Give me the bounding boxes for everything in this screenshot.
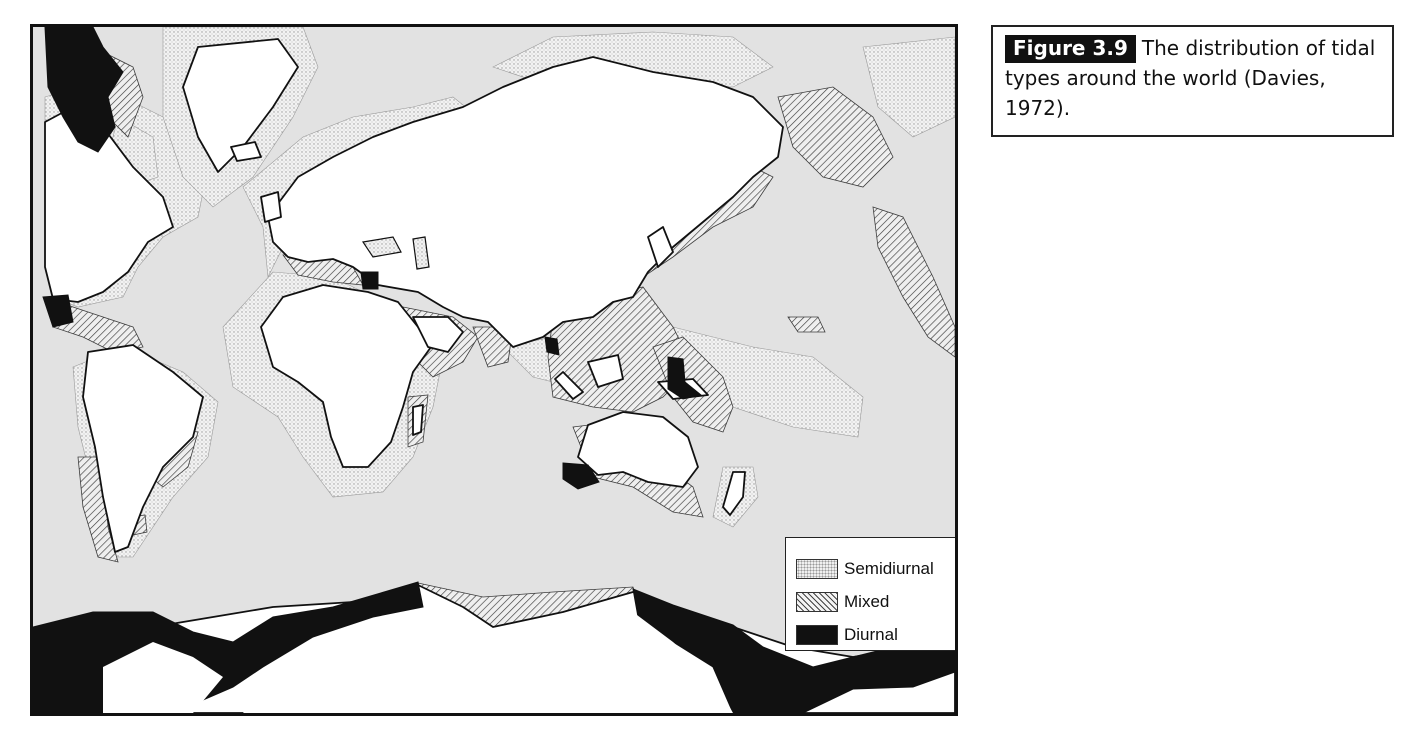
land-south-america — [82, 344, 204, 553]
inland-seas — [361, 236, 430, 270]
land-australia — [577, 411, 699, 488]
legend-swatch-mixed — [796, 591, 838, 612]
figure-caption: Figure 3.9 The distribution of tidal type… — [991, 25, 1394, 137]
black-sea — [361, 236, 402, 258]
land-british-isles — [260, 191, 282, 223]
legend-item-mixed: Mixed — [796, 585, 955, 618]
diurnal-sw-australia — [562, 462, 600, 490]
figure-label: Figure 3.9 — [1005, 35, 1136, 63]
legend-item-semidiurnal: Semidiurnal — [796, 552, 955, 585]
diurnal-antarctica-east — [632, 588, 955, 713]
caption-text: The distribution of tidal types around t… — [1005, 36, 1376, 120]
land-madagascar — [412, 404, 424, 436]
land-arabia — [412, 316, 464, 353]
diurnal-java-sea — [667, 356, 703, 400]
land-japan — [647, 226, 674, 268]
antarctica-interior-west — [103, 642, 223, 713]
diurnal-gulf-thailand — [544, 336, 560, 356]
map-svg — [33, 27, 955, 713]
legend-swatch-semidiurnal — [796, 558, 838, 579]
legend-label: Mixed — [844, 591, 890, 611]
diurnal-arctic-archipelago — [44, 27, 124, 153]
legend-label: Semidiurnal — [844, 558, 934, 578]
mixed-na-pacific — [872, 206, 955, 358]
diurnal-e-mediterranean — [360, 271, 379, 290]
land-sumatra — [554, 371, 584, 400]
legend-label: Diurnal — [844, 624, 898, 644]
antarctic-interior — [103, 612, 733, 713]
diurnal-gulf-mexico — [42, 294, 74, 328]
world-tidal-map: Semidiurnal Mixed Diurnal — [30, 24, 958, 716]
legend-item-diurnal: Diurnal — [796, 618, 955, 651]
map-legend: Semidiurnal Mixed Diurnal — [785, 537, 955, 651]
land-new-zealand — [722, 471, 746, 516]
land-africa — [260, 284, 432, 468]
land-borneo — [587, 354, 624, 388]
legend-swatch-diurnal — [796, 624, 838, 645]
semidiurnal-north-pacific — [862, 36, 955, 138]
mixed-pacific-patch — [787, 316, 826, 333]
antarctica-interior-mid — [243, 612, 733, 713]
caspian-sea — [412, 236, 430, 270]
mixed-bering — [777, 86, 894, 188]
land-iceland — [230, 141, 262, 162]
